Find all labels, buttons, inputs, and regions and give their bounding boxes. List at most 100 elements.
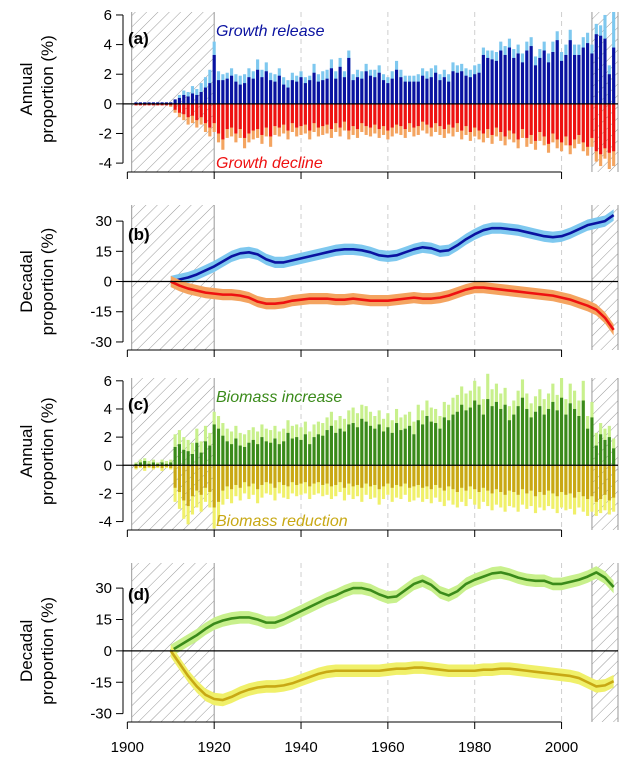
bar-positive-core [355, 77, 360, 104]
bar-negative-core [499, 465, 503, 492]
bar-positive-core [173, 446, 177, 466]
bar-negative-core [464, 103, 468, 127]
bar-negative-core [138, 103, 142, 106]
bar-negative-core [525, 465, 529, 494]
bar-negative-core [195, 465, 199, 491]
bar-negative-core [559, 465, 564, 492]
bar-positive-core [412, 434, 416, 466]
bar-negative-core [182, 465, 186, 501]
bar-negative-core [264, 103, 268, 128]
bar-negative-core [312, 465, 316, 484]
y-tick-label: 15 [95, 243, 112, 260]
bar-positive-core [546, 62, 551, 104]
bar-negative-core [216, 103, 221, 134]
bar-negative-core [529, 103, 533, 135]
bar-positive-core [516, 53, 520, 104]
bar-negative-core [421, 465, 425, 488]
bar-negative-core [599, 465, 603, 500]
bar-negative-core [286, 103, 290, 131]
bar-positive-core [434, 423, 438, 466]
bar-positive-core [212, 424, 216, 466]
bar-positive-core [599, 434, 603, 466]
panel-a: -4 -2 0 2 4 6 Annual proportion (%) (a) Growth re… [17, 7, 619, 179]
bar-negative-core [342, 465, 347, 488]
bar-negative-core [221, 465, 225, 491]
bar-negative-core [303, 103, 307, 125]
bar-negative-core [277, 103, 281, 128]
bar-positive-core [434, 72, 438, 104]
bar-negative-core [568, 103, 572, 146]
bar-negative-core [516, 465, 520, 495]
bar-negative-core [151, 103, 155, 106]
bar-negative-core [299, 103, 303, 127]
bar-negative-core [568, 465, 572, 494]
bar-negative-core [269, 103, 273, 137]
bar-negative-core [351, 103, 355, 127]
bar-positive-core [486, 57, 490, 104]
bar-positive-core [164, 463, 168, 466]
bar-negative-core [229, 465, 234, 490]
bar-negative-core [520, 103, 525, 130]
bar-negative-core [607, 103, 611, 153]
bar-negative-core [290, 465, 294, 483]
bar-positive-core [364, 421, 368, 466]
bar-negative-core [321, 465, 325, 485]
bar-positive-core [342, 431, 347, 466]
bar-negative-core [460, 465, 464, 488]
bar-positive-core [442, 417, 446, 466]
y-axis-title: Decadal [17, 620, 36, 682]
bar-negative-core [264, 465, 268, 483]
bar-positive-core [381, 80, 386, 104]
bar-positive-core [221, 80, 225, 104]
bar-negative-core [586, 465, 590, 500]
bar-negative-core [447, 465, 451, 487]
bar-positive-core [386, 427, 390, 466]
bar-positive-core [373, 428, 377, 466]
bar-negative-core [325, 103, 329, 125]
bar-positive-core [421, 424, 425, 466]
bar-negative-core [381, 103, 386, 127]
panel-c: -4 -2 0 2 4 6 Annual proportion (%) (c) Biomass i… [17, 373, 619, 537]
series-line-negative [169, 650, 615, 702]
bar-positive-core [455, 411, 459, 466]
bar-positive-core [455, 72, 459, 104]
bar-positive-core [151, 102, 155, 104]
bar-positive-core [251, 439, 255, 466]
bar-positive-core [229, 444, 234, 466]
bar-negative-core [177, 465, 182, 492]
bar-negative-core [533, 103, 538, 141]
bar-negative-core [507, 103, 512, 131]
bar-positive-core [212, 54, 216, 104]
y-tick-label: 2 [104, 429, 112, 446]
bar-positive-core [490, 406, 494, 466]
bar-negative-core [573, 465, 577, 498]
bar-positive-core [499, 408, 503, 466]
bar-positive-core [586, 43, 590, 104]
bar-negative-core [512, 465, 516, 492]
bar-positive-core [199, 452, 203, 466]
bar-positive-core [269, 442, 273, 466]
bar-positive-core [594, 34, 598, 104]
bar-positive-core [507, 47, 512, 104]
bar-positive-core [208, 83, 212, 104]
bar-negative-core [316, 103, 320, 128]
bar-negative-core [273, 465, 277, 488]
bar-negative-core [573, 103, 577, 140]
bar-positive-core [512, 414, 516, 466]
x-axis: 1900 1920 1940 1960 1980 2000 [111, 739, 579, 756]
hatch-region [591, 563, 618, 722]
bar-negative-core [612, 103, 616, 152]
bar-negative-core [507, 465, 512, 491]
bar-positive-core [256, 69, 260, 104]
y-tick-label: 6 [104, 373, 112, 390]
bar-positive-core [499, 50, 503, 104]
bar-negative-core [577, 103, 581, 135]
bar-negative-core [434, 465, 438, 485]
bar-positive-core [195, 442, 199, 466]
bar-positive-core [520, 397, 525, 466]
bar-negative-core [199, 103, 203, 118]
y-tick-label: 0 [104, 457, 112, 474]
bar-positive-core [308, 80, 312, 104]
bar-negative-core [503, 103, 507, 137]
bar-positive-core [403, 81, 407, 104]
